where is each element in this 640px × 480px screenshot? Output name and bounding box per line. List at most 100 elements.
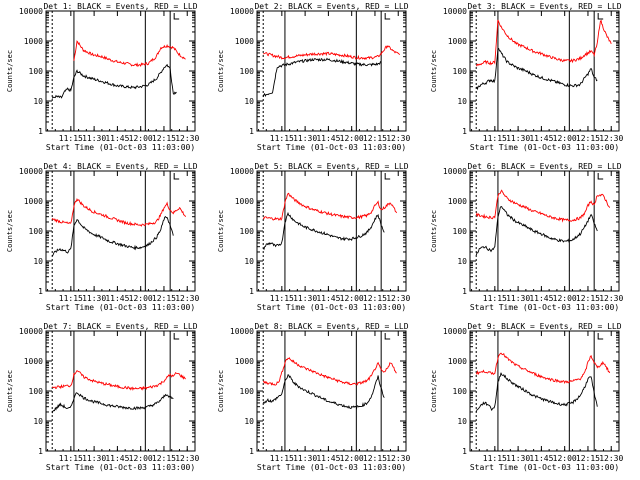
x-axis-label: Start Time (01-Oct-03 11:03:00) — [470, 303, 619, 312]
y-axis-label: Counts/sec — [6, 210, 14, 252]
lld-series-line — [51, 369, 187, 391]
bracket-marker — [597, 13, 604, 20]
y-tick-label: 1 — [249, 287, 254, 296]
plot-frame — [469, 330, 620, 452]
x-axis-label: Start Time (01-Oct-03 11:03:00) — [46, 303, 195, 312]
x-tick-label: 12:15 — [152, 294, 176, 303]
events-series-line — [475, 206, 598, 256]
y-axis-label: Counts/sec — [6, 50, 14, 92]
plot-frame — [256, 10, 407, 132]
x-tick-label: 12:15 — [576, 134, 600, 143]
events-series-line — [262, 374, 385, 410]
y-tick-label: 1 — [462, 447, 467, 456]
y-tick-label: 1000 — [235, 357, 254, 366]
events-series-line — [475, 372, 598, 413]
x-tick-label: 12:15 — [576, 454, 600, 463]
x-tick-label: 11:30 — [82, 294, 106, 303]
y-tick-label: 10 — [244, 97, 254, 106]
y-tick-label: 1000 — [24, 37, 43, 46]
y-tick-label: 10 — [244, 257, 254, 266]
y-tick-label: 10 — [457, 257, 467, 266]
x-tick-label: 11:45 — [105, 454, 129, 463]
plot-frame — [256, 330, 407, 452]
x-axis-label: Start Time (01-Oct-03 11:03:00) — [257, 303, 406, 312]
panel-title: Det 8: BLACK = Events, RED = LLD — [254, 322, 408, 331]
x-tick-label: 11:45 — [316, 294, 340, 303]
panel-det-3: Det 3: BLACK = Events, RED = LLD 1 10 100 10… — [430, 2, 623, 152]
x-tick-label: 12:00 — [553, 454, 577, 463]
x-tick-label: 12:15 — [152, 454, 176, 463]
plot-frame — [45, 330, 196, 452]
y-tick-label: 100 — [240, 387, 255, 396]
y-tick-label: 10000 — [443, 7, 467, 16]
x-tick-label: 11:15 — [483, 454, 507, 463]
events-series-line — [51, 215, 174, 257]
x-tick-label: 11:30 — [506, 294, 530, 303]
x-tick-label: 11:45 — [105, 294, 129, 303]
x-tick-label: 12:30 — [386, 294, 410, 303]
x-tick-label: 11:45 — [316, 454, 340, 463]
x-tick-label: 12:30 — [175, 134, 199, 143]
y-tick-label: 100 — [240, 67, 255, 76]
bracket-marker — [173, 13, 180, 20]
lld-series-line — [475, 19, 612, 67]
x-tick-label: 12:00 — [553, 294, 577, 303]
x-tick-label: 11:45 — [529, 294, 553, 303]
y-axis-label: Counts/sec — [430, 370, 438, 412]
x-tick-label: 12:15 — [363, 454, 387, 463]
x-tick-label: 12:00 — [129, 454, 153, 463]
y-tick-label: 10000 — [230, 7, 254, 16]
x-tick-label: 12:00 — [340, 134, 364, 143]
x-tick-label: 12:15 — [152, 134, 176, 143]
events-series-line — [475, 47, 598, 91]
y-tick-label: 100 — [453, 67, 468, 76]
y-tick-label: 10000 — [19, 167, 43, 176]
y-tick-label: 1 — [249, 447, 254, 456]
y-tick-label: 1000 — [235, 37, 254, 46]
x-tick-label: 12:30 — [386, 134, 410, 143]
bracket-marker — [173, 173, 180, 180]
y-tick-label: 10 — [33, 97, 43, 106]
lld-series-line — [51, 198, 187, 227]
x-axis-label: Start Time (01-Oct-03 11:03:00) — [257, 143, 406, 152]
lld-series-line — [73, 40, 186, 68]
lld-series-line — [475, 189, 611, 223]
x-tick-label: 12:30 — [599, 454, 623, 463]
x-axis-label: Start Time (01-Oct-03 11:03:00) — [470, 143, 619, 152]
y-tick-label: 10 — [33, 257, 43, 266]
y-tick-label: 100 — [240, 227, 255, 236]
y-tick-label: 1000 — [448, 357, 467, 366]
x-tick-label: 12:00 — [129, 134, 153, 143]
y-tick-label: 1 — [462, 287, 467, 296]
x-tick-label: 12:00 — [340, 294, 364, 303]
y-tick-label: 10 — [244, 417, 254, 426]
events-series-line — [262, 57, 382, 98]
events-series-line — [51, 392, 174, 414]
x-tick-label: 11:15 — [270, 294, 294, 303]
x-axis-label: Start Time (01-Oct-03 11:03:00) — [470, 463, 619, 472]
bracket-marker — [384, 333, 391, 340]
x-tick-label: 11:15 — [270, 134, 294, 143]
y-tick-label: 1000 — [448, 197, 467, 206]
y-tick-label: 100 — [29, 387, 44, 396]
x-tick-label: 11:30 — [506, 454, 530, 463]
panel-det-4: Det 4: BLACK = Events, RED = LLD 1 10 100 10… — [6, 162, 199, 312]
y-axis-label: Counts/sec — [430, 50, 438, 92]
y-tick-label: 1000 — [448, 37, 467, 46]
y-tick-label: 10000 — [230, 327, 254, 336]
bracket-marker — [597, 173, 604, 180]
y-tick-label: 1 — [38, 287, 43, 296]
lld-series-line — [475, 352, 611, 385]
y-axis-label: Counts/sec — [217, 370, 225, 412]
x-axis-label: Start Time (01-Oct-03 11:03:00) — [46, 143, 195, 152]
x-tick-label: 11:30 — [293, 454, 317, 463]
panel-title: Det 6: BLACK = Events, RED = LLD — [467, 162, 621, 171]
bracket-marker — [384, 173, 391, 180]
bracket-marker — [597, 333, 604, 340]
y-tick-label: 1 — [249, 127, 254, 136]
y-tick-label: 1000 — [24, 357, 43, 366]
plot-frame — [45, 170, 196, 292]
x-tick-label: 11:15 — [59, 294, 83, 303]
y-tick-label: 1 — [462, 127, 467, 136]
